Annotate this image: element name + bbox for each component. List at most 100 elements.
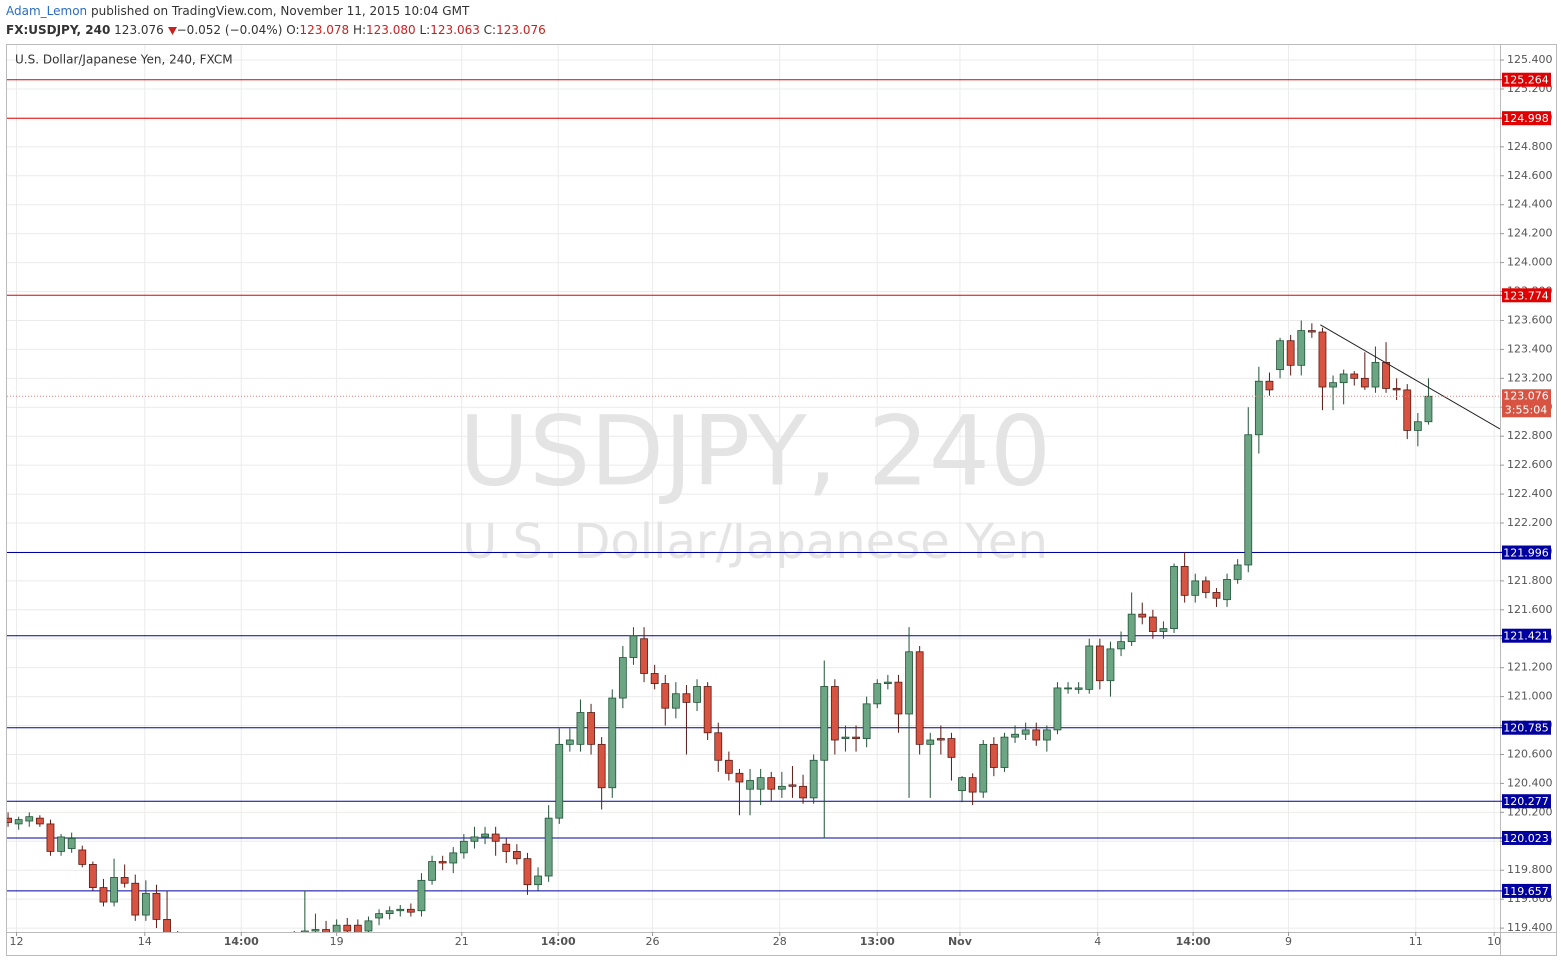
last-price-label: 123.076 [1503,389,1549,402]
candle-body [1265,380,1274,391]
candle-body [1424,395,1433,423]
y-tick-label: 124.800 [1507,140,1553,153]
candle-body [777,785,786,790]
ohlc-value: 123.078 [299,23,350,37]
candle-body [512,851,521,860]
x-tick-label: 14 [138,935,152,948]
candle-body [597,743,606,789]
candle-body [1011,733,1019,738]
candle-body [1223,579,1231,601]
candle-body [491,833,500,842]
candle-body [650,673,659,684]
candle-body [57,836,65,852]
watermark: USDJPY, 240 [459,395,1051,507]
candle-body [1000,736,1009,768]
level-label: 120.023 [1503,832,1549,845]
candle-body [767,777,776,790]
candle-body [1371,362,1380,388]
y-tick-label: 124.200 [1507,227,1553,240]
candle-body [862,703,871,739]
author[interactable]: Adam_Lemon [6,4,88,18]
candle-body [481,833,489,838]
candle-body [1244,434,1253,566]
header: Adam_Lemon published on TradingView.com,… [6,2,546,40]
candle-body [926,739,935,745]
countdown: 3:55:04 [1505,403,1547,416]
candle-body [259,957,266,961]
x-tick-label: 10 [1487,935,1501,948]
candle-body [1148,616,1157,632]
candle-body [1021,729,1030,735]
candle-body [1413,421,1422,431]
candle-body [915,651,924,745]
candle-body [459,840,468,854]
level-label: 120.785 [1503,722,1549,735]
axes: 119.400119.600119.800120.000120.200120.4… [10,53,1553,948]
candle-body [1085,645,1094,690]
candle-body [14,819,23,825]
ohlc-value: 123.063 [430,23,480,37]
candle-body [968,777,977,793]
candle-body [470,836,479,842]
x-tick-label: 21 [455,935,469,948]
x-tick-label: 26 [646,935,660,948]
candle-body [375,913,383,919]
candle-body [1127,613,1136,643]
candle-body [1191,580,1200,596]
ohlc-value: 123.076 [496,23,546,37]
y-tick-label: 124.000 [1507,256,1553,269]
candle-body [1170,566,1178,630]
candle-body [163,919,171,932]
candle-body [523,858,532,886]
y-tick-label: 121.600 [1507,603,1553,616]
y-tick-label: 122.600 [1507,458,1553,471]
candle-body [873,683,882,705]
candle-body [1042,729,1051,741]
quote-line: FX:USDJPY, 240 123.076 −0.052 (−0.04%) O… [6,21,546,40]
candle-body [364,920,373,932]
y-tick-label: 122.200 [1507,516,1553,529]
y-tick-label: 120.600 [1507,747,1553,760]
candle-body [353,924,362,932]
candle-body [565,739,574,745]
candle-body [671,693,680,709]
ohlc-key: C: [483,23,497,37]
y-tick-label: 121.800 [1507,574,1553,587]
y-tick-label: 121.000 [1507,690,1553,703]
candle-body [576,712,585,745]
x-tick-label: 4 [1094,935,1101,948]
candle-body [534,875,542,886]
candle-body [1201,580,1210,593]
symbol: FX:USDJPY, 240 [6,23,111,37]
candle-body [280,943,287,950]
candle-body [438,861,447,864]
candle-body [1064,687,1072,690]
y-tick-label: 125.400 [1507,53,1553,66]
candle-body [449,852,458,864]
candle-body [7,817,12,823]
y-tick-label: 119.400 [1507,921,1553,934]
candle-body [714,732,723,761]
candle-body [385,910,394,915]
candle-body [67,837,76,849]
candle-body [640,638,648,674]
candle-body [406,908,415,913]
level-label: 125.264 [1503,74,1549,87]
candle-body [947,738,956,758]
candle-body [343,924,352,932]
x-tick-label: 14:00 [541,935,576,948]
candle-body [1382,362,1390,389]
candle-body [661,683,670,709]
candle-body [1138,613,1147,618]
candle-body [417,879,426,912]
candle-body [1339,373,1348,384]
level-label: 123.774 [1503,289,1549,302]
y-tick-label: 120.400 [1507,776,1553,789]
ohlc-key: H: [352,23,367,37]
candle-body [746,780,754,790]
change: −0.052 (−0.04%) [176,23,283,37]
candle-body [852,736,860,739]
x-tick-label: 28 [773,935,787,948]
y-tick-label: 123.200 [1507,371,1553,384]
